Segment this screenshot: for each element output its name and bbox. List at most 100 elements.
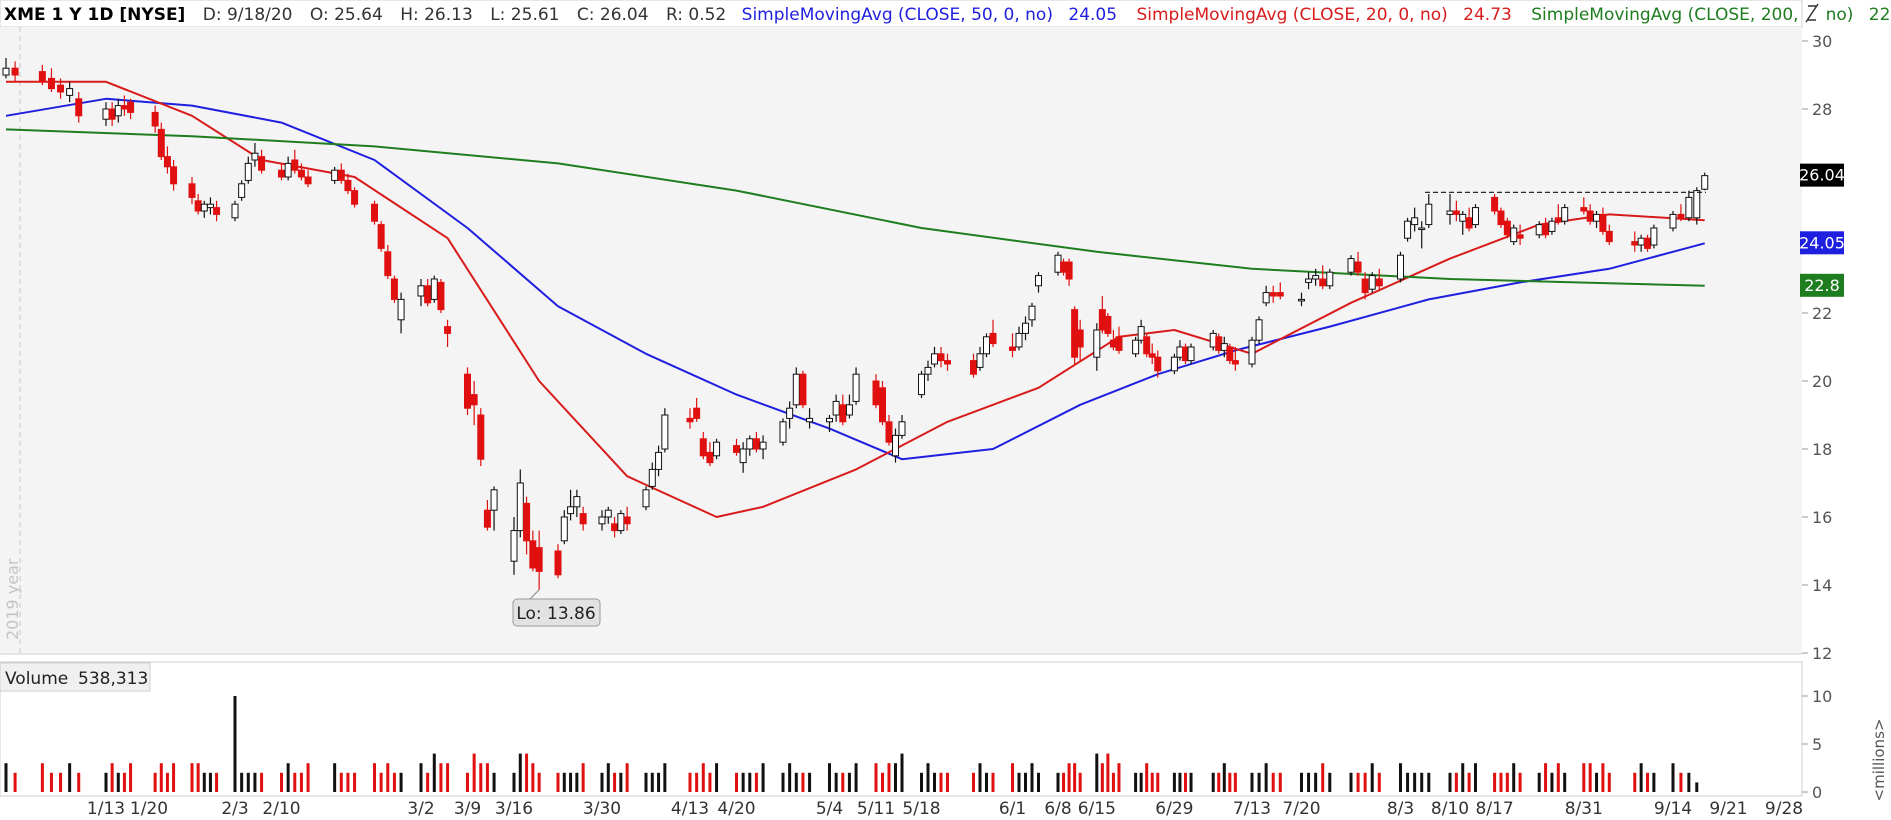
volume-bar bbox=[715, 763, 719, 792]
volume-bar bbox=[13, 772, 17, 792]
low-callout: Lo: 13.86 bbox=[512, 589, 601, 627]
volume-bar bbox=[1011, 763, 1014, 792]
date-tick-label: 2/10 bbox=[262, 799, 300, 819]
volume-bar bbox=[1278, 772, 1282, 792]
candle bbox=[1065, 258, 1073, 286]
volume-bar bbox=[196, 763, 200, 792]
candle bbox=[1491, 194, 1499, 215]
candle bbox=[297, 163, 305, 181]
price-tick-label: 14 bbox=[1812, 576, 1832, 595]
candle bbox=[114, 98, 122, 123]
volume-bar bbox=[847, 772, 851, 792]
candle bbox=[127, 98, 135, 120]
candle bbox=[371, 200, 378, 225]
volume-bar bbox=[701, 763, 705, 792]
candle bbox=[661, 408, 669, 453]
volume-bar bbox=[841, 772, 845, 792]
volume-bar bbox=[386, 763, 390, 792]
volume-bar bbox=[1030, 763, 1034, 792]
volume-bar bbox=[1111, 772, 1115, 792]
date-tick-label: 2/3 bbox=[221, 799, 248, 819]
volume-bar bbox=[1473, 763, 1477, 792]
volume-bar bbox=[748, 772, 752, 792]
candle bbox=[623, 506, 631, 531]
sma50-study-value: 24.05 bbox=[1068, 5, 1117, 25]
sma20-study-label[interactable]: SimpleMovingAvg (CLOSE, 20, 0, no) bbox=[1136, 5, 1447, 25]
candle bbox=[351, 187, 359, 208]
volume-bar bbox=[1448, 772, 1452, 792]
volume-bar bbox=[172, 763, 176, 792]
low-callout-text: Lo: 13.86 bbox=[516, 604, 595, 624]
candle bbox=[604, 506, 612, 524]
volume-bar bbox=[926, 763, 930, 792]
candle bbox=[1093, 323, 1101, 371]
volume-bar bbox=[439, 763, 443, 792]
volume-bar bbox=[1671, 763, 1675, 792]
candle bbox=[510, 517, 518, 575]
drawing-tool-icon[interactable] bbox=[1804, 2, 1820, 24]
candle bbox=[377, 221, 385, 252]
candle bbox=[38, 64, 46, 86]
candle bbox=[1650, 224, 1658, 249]
volume-bar bbox=[432, 753, 436, 792]
candle bbox=[1605, 224, 1613, 245]
candle bbox=[1028, 302, 1036, 327]
volume-bar bbox=[512, 772, 516, 792]
volume-bar bbox=[933, 772, 936, 792]
price-panel[interactable] bbox=[0, 27, 1802, 654]
candle bbox=[1368, 272, 1376, 293]
volume-bar bbox=[939, 772, 943, 792]
candle bbox=[258, 149, 266, 174]
price-tick-label: 12 bbox=[1812, 644, 1832, 663]
volume-bar bbox=[1499, 772, 1503, 792]
candle bbox=[430, 275, 438, 303]
candle bbox=[170, 160, 178, 191]
volume-bar bbox=[525, 753, 529, 792]
volume-bar bbox=[1505, 772, 1509, 792]
volume-bar bbox=[606, 763, 610, 792]
open-label: O: 25.64 bbox=[310, 5, 383, 25]
sma200-study-value: 22.8 bbox=[1869, 5, 1891, 25]
candle bbox=[1298, 292, 1305, 307]
volume-bar bbox=[1189, 772, 1193, 792]
volume-bar bbox=[1145, 763, 1149, 792]
candle bbox=[759, 435, 767, 460]
volume-bar bbox=[1370, 763, 1374, 792]
volume-bar bbox=[1601, 763, 1605, 792]
candle bbox=[693, 398, 701, 422]
candle bbox=[989, 319, 997, 347]
volume-bar bbox=[663, 763, 667, 792]
volume-bar bbox=[373, 763, 376, 792]
volume-bar bbox=[887, 763, 891, 792]
date-tick-label: 3/9 bbox=[454, 799, 481, 819]
candle bbox=[344, 173, 352, 194]
candle bbox=[163, 146, 171, 174]
volume-bar bbox=[788, 763, 792, 792]
candle bbox=[1187, 343, 1195, 364]
volume-bar bbox=[761, 763, 765, 792]
volume-bar bbox=[299, 772, 303, 792]
volume-bar bbox=[1095, 753, 1099, 792]
volume-bar bbox=[110, 763, 114, 792]
volume-bar bbox=[466, 772, 469, 792]
volume-bar bbox=[1307, 772, 1311, 792]
volume-bar bbox=[1687, 772, 1691, 792]
candle bbox=[470, 381, 478, 426]
candle bbox=[157, 122, 165, 160]
volume-bar bbox=[77, 772, 81, 792]
volume-bar bbox=[1250, 772, 1254, 792]
volume-bar bbox=[1134, 772, 1138, 792]
sma200-study-label[interactable]: SimpleMovingAvg (CLOSE, 200, 0, no) bbox=[1531, 5, 1853, 25]
sma50-study-label[interactable]: SimpleMovingAvg (CLOSE, 50, 0, no) bbox=[742, 5, 1053, 25]
candle bbox=[944, 353, 951, 371]
volume-bar bbox=[569, 772, 573, 792]
svg-text:26.04: 26.04 bbox=[1799, 166, 1845, 185]
volume-bar bbox=[874, 763, 878, 792]
volume-bar bbox=[1454, 772, 1458, 792]
date-tick-label: 1/20 bbox=[130, 799, 168, 819]
svg-text:22.8: 22.8 bbox=[1804, 276, 1840, 295]
volume-bar bbox=[1117, 763, 1121, 792]
candle bbox=[57, 78, 65, 99]
